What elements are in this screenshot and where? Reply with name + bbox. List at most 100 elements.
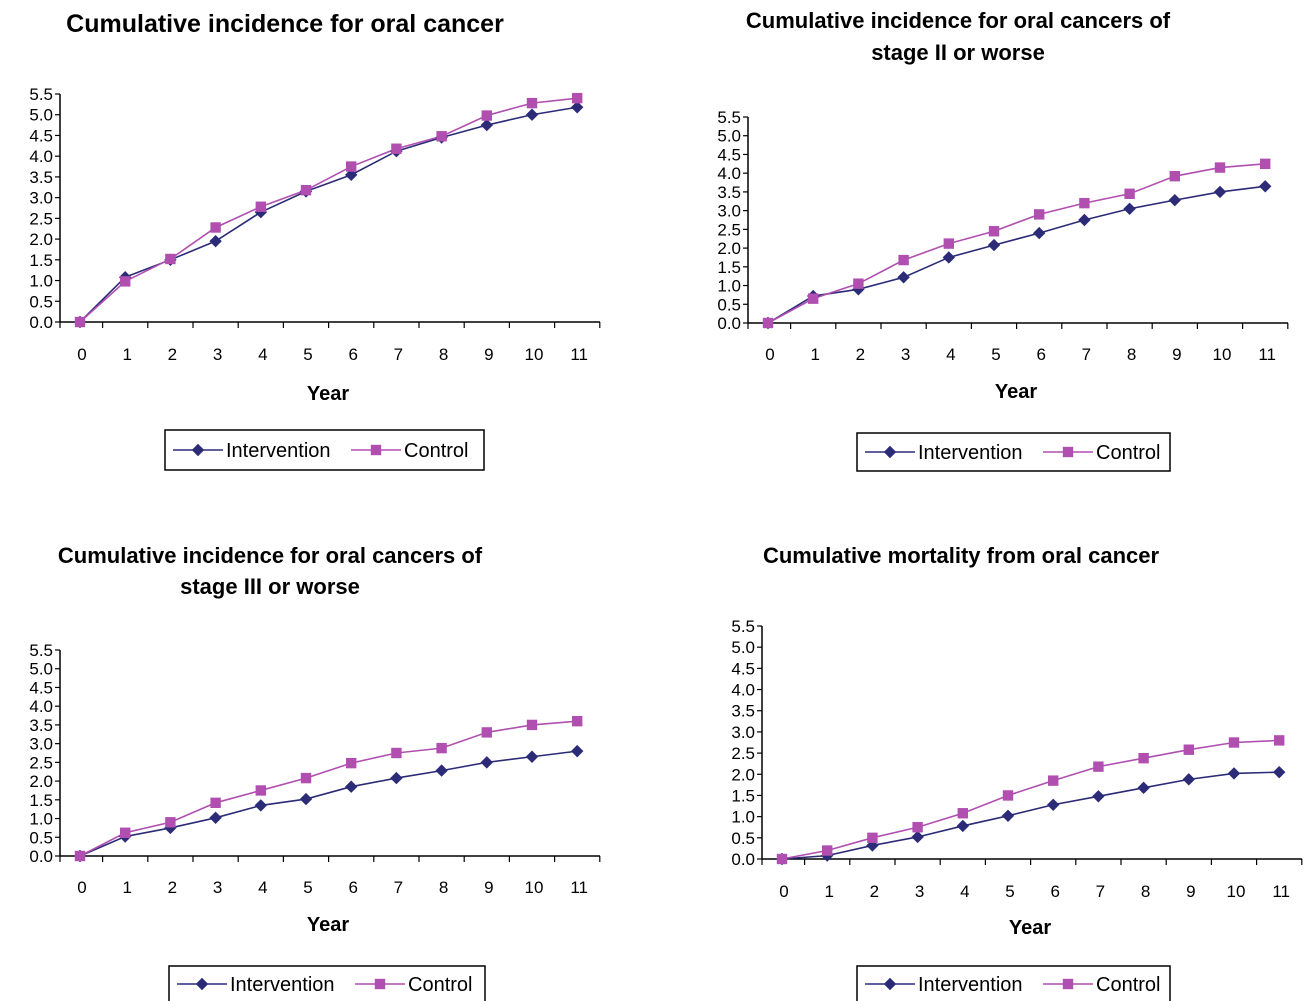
y-tick-label: 4.5 — [29, 126, 53, 145]
data-point-control — [120, 827, 131, 838]
x-tick-label: 7 — [1096, 882, 1105, 901]
data-point-control — [1079, 197, 1090, 209]
data-point-control — [1093, 761, 1104, 772]
legend-marker-square — [1062, 446, 1074, 458]
data-point-intervention — [254, 799, 267, 812]
series-line-control — [767, 163, 1266, 324]
x-tick-label: 5 — [1005, 882, 1014, 901]
y-tick-label: 2.5 — [29, 209, 53, 228]
data-point-control — [808, 293, 819, 304]
data-point-control — [346, 757, 357, 769]
data-point-intervention — [987, 238, 1001, 252]
y-tick-label: 0.5 — [731, 829, 755, 848]
data-point-control — [165, 253, 176, 265]
data-point-intervention — [1078, 213, 1091, 227]
legend-marker-diamond — [195, 977, 209, 991]
x-tick-label: 1 — [810, 345, 819, 364]
data-point-control — [391, 143, 402, 154]
x-axis-label: Year — [307, 914, 349, 936]
y-tick-label: 3.5 — [29, 716, 53, 735]
legend-marker-diamond — [191, 443, 205, 457]
legend-item-intervention: Intervention — [173, 440, 331, 462]
legend-label: Control — [1096, 974, 1160, 996]
x-tick-label: 9 — [484, 345, 493, 364]
data-point-control — [391, 747, 402, 759]
legend-marker-square — [374, 978, 386, 990]
data-point-control — [572, 92, 583, 104]
data-point-control — [1048, 775, 1059, 786]
data-point-intervention — [956, 819, 969, 833]
chart-title: Cumulative mortality from oral cancer — [763, 543, 1160, 568]
x-tick-label: 11 — [570, 345, 588, 364]
x-axis-label: Year — [995, 381, 1037, 403]
x-tick-label: 9 — [1172, 345, 1181, 364]
y-tick-label: 4.0 — [731, 681, 755, 700]
y-tick-label: 3.5 — [731, 702, 755, 721]
legend-marker-diamond — [883, 445, 897, 459]
x-tick-label: 4 — [258, 878, 267, 897]
x-tick-label: 6 — [348, 345, 357, 364]
data-point-intervention — [1033, 226, 1046, 240]
x-tick-label: 6 — [348, 878, 357, 897]
chart-panel-3: Cumulative incidence for oral cancers of… — [29, 543, 601, 1001]
y-tick-label: 1.5 — [29, 791, 53, 810]
data-point-intervention — [1273, 765, 1286, 779]
x-tick-label: 1 — [122, 878, 131, 897]
data-point-control — [74, 316, 86, 328]
chart-title: Cumulative incidence for oral cancers of — [746, 8, 1171, 33]
legend-label: Control — [408, 974, 472, 996]
data-point-intervention — [209, 811, 222, 824]
x-tick-label: 3 — [915, 882, 924, 901]
x-axis-label: Year — [1009, 917, 1051, 939]
legend: Intervention Control — [168, 965, 486, 1001]
x-tick-label: 11 — [1258, 345, 1276, 364]
x-tick-label: 8 — [1141, 882, 1150, 901]
x-tick-label: 11 — [570, 878, 588, 897]
x-tick-label: 8 — [439, 878, 448, 897]
y-tick-label: 0.0 — [29, 847, 53, 866]
chart-panel-1: Cumulative incidence for oral cancer 0.0 0… — [29, 10, 601, 471]
data-point-intervention — [1182, 773, 1195, 786]
series-line-intervention — [79, 750, 578, 857]
data-point-control — [572, 715, 583, 727]
data-point-control — [165, 817, 176, 828]
x-tick-label: 7 — [394, 345, 403, 364]
chart-panel-4: Cumulative mortality from oral cancer 0.0… — [731, 543, 1303, 1001]
data-point-control — [1002, 790, 1014, 801]
x-tick-label: 8 — [439, 345, 448, 364]
data-point-control — [481, 727, 492, 738]
data-point-intervention — [1227, 767, 1241, 780]
chart-title: stage II or worse — [871, 40, 1045, 65]
x-tick-label: 3 — [213, 878, 222, 897]
y-tick-label: 0.0 — [731, 850, 755, 869]
data-point-intervention — [390, 771, 403, 785]
x-tick-label: 0 — [779, 882, 788, 901]
data-point-control — [957, 808, 968, 819]
data-point-intervention — [942, 251, 955, 264]
legend: Intervention Control — [164, 429, 485, 471]
data-point-control — [1214, 162, 1226, 173]
y-tick-label: 0.0 — [717, 314, 741, 333]
x-tick-label: 5 — [303, 878, 312, 897]
y-tick-label: 1.0 — [717, 277, 741, 296]
data-point-control — [346, 161, 357, 172]
data-point-intervention — [525, 108, 539, 121]
data-point-intervention — [209, 234, 222, 248]
data-point-intervention — [1092, 790, 1105, 803]
x-tick-label: 2 — [168, 345, 177, 364]
x-tick-label: 5 — [303, 345, 312, 364]
data-point-control — [436, 742, 447, 754]
data-point-intervention — [480, 756, 493, 769]
data-point-control — [526, 719, 538, 731]
x-tick-label: 7 — [1082, 345, 1091, 364]
y-tick-label: 4.5 — [29, 678, 53, 697]
y-tick-label: 1.0 — [29, 272, 53, 291]
chart-title: stage III or worse — [180, 574, 360, 599]
data-point-intervention — [1213, 185, 1227, 199]
legend-label: Intervention — [918, 442, 1023, 464]
y-tick-label: 4.0 — [29, 147, 53, 166]
y-tick-label: 5.5 — [29, 85, 53, 104]
data-point-intervention — [571, 744, 584, 758]
data-point-intervention — [866, 839, 879, 852]
